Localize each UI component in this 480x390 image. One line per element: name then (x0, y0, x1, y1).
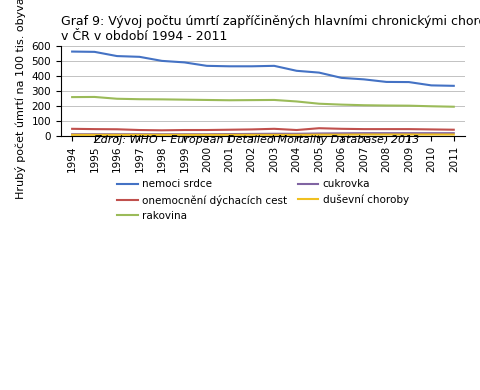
Legend: nemoci srdce, onemocnění dýchacích cest, rakovina, cukrovka, duševní choroby, : nemoci srdce, onemocnění dýchacích cest,… (113, 175, 413, 225)
Text: Graf 9: Vývoj počtu úmrtí zapříčiněných hlavními chronickými chorobami
v ČR v ob: Graf 9: Vývoj počtu úmrtí zapříčiněných … (61, 15, 480, 43)
Text: Zdroj: WHO – European Detailed Mortality Database, 2013: Zdroj: WHO – European Detailed Mortality… (93, 135, 420, 145)
Y-axis label: Hrubý počet úmrtí na 100 tis. obyvatel: Hrubý počet úmrtí na 100 tis. obyvatel (15, 0, 26, 199)
